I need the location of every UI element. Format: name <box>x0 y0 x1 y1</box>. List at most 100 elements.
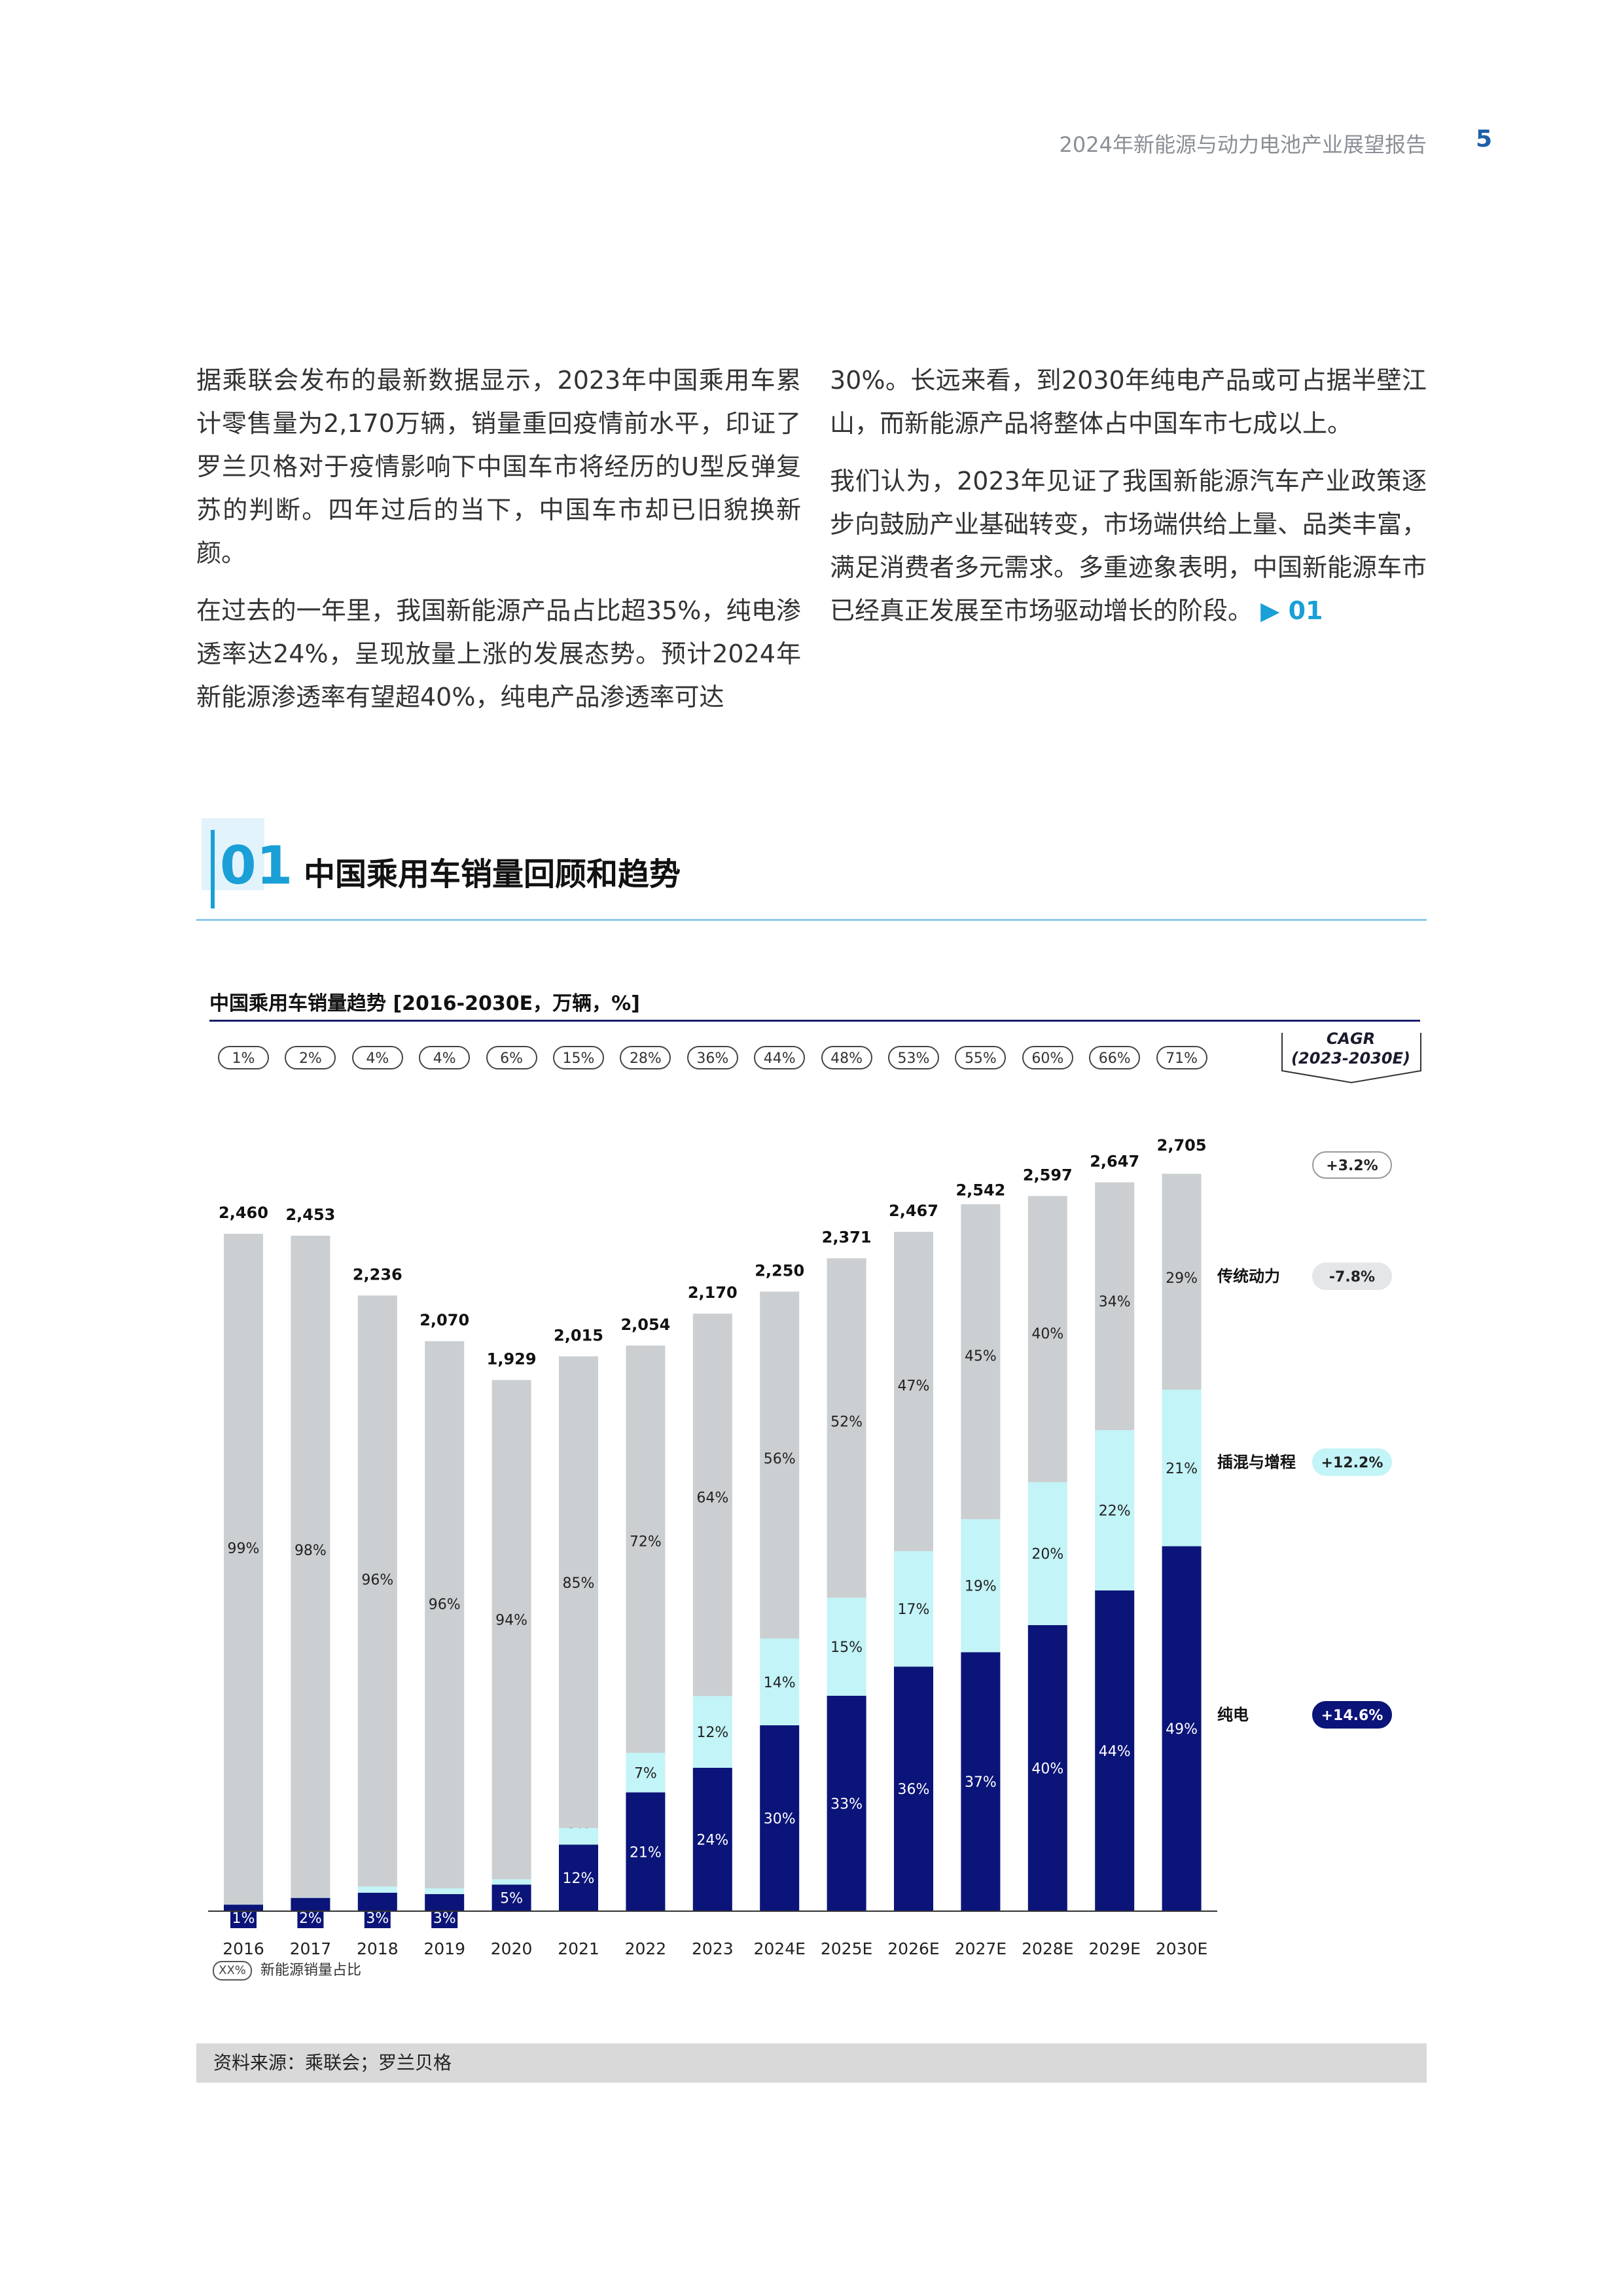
legend-pill: XX% <box>213 1961 252 1981</box>
cagr-pill <box>1312 1448 1392 1476</box>
data-label-background <box>230 1910 257 1928</box>
paragraph: 在过去的一年里，我国新能源产品占比超35%，纯电渗透率达24%，呈现放量上涨的发… <box>196 596 801 711</box>
series-label: 纯电 <box>1217 1706 1249 1724</box>
cagr-value: +3.2% <box>1326 1158 1378 1174</box>
data-label: 98% <box>294 1543 327 1559</box>
data-label: 12% <box>696 1725 728 1741</box>
bar-segment-phev <box>291 1897 330 1898</box>
total-label: 2,542 <box>955 1181 1005 1200</box>
data-label: 94% <box>495 1613 527 1629</box>
bar-segment-ice <box>961 1204 1001 1520</box>
section-reference-link[interactable]: ▶ 01 <box>1260 596 1323 625</box>
data-label: 21% <box>630 1844 662 1861</box>
data-label: 14% <box>764 1675 796 1691</box>
data-label: 29% <box>1166 1270 1198 1287</box>
data-label: 21% <box>1166 1461 1198 1477</box>
data-label: 17% <box>898 1602 930 1618</box>
bar-segment-bev <box>760 1725 800 1911</box>
data-label: 99% <box>228 1541 260 1557</box>
legend-text: 新能源销量占比 <box>260 1962 362 1979</box>
nev-share-pill: 66% <box>1089 1046 1141 1069</box>
page-number: 5 <box>1475 126 1492 152</box>
bar-segment-bev <box>425 1893 465 1911</box>
nev-share-pill: 6% <box>486 1046 537 1069</box>
data-label: 22% <box>1099 1503 1131 1520</box>
bar-segment-ice <box>1162 1174 1202 1390</box>
x-tick-label: 2021 <box>558 1939 599 1958</box>
nev-share-pill: 44% <box>754 1046 806 1069</box>
paragraph: 30%。长远来看，到2030年纯电产品或可占据半壁江山，而新能源产品将整体占中国… <box>830 366 1427 438</box>
bar-segment-bev <box>559 1844 598 1911</box>
bar-segment-phev <box>961 1519 1001 1653</box>
paragraph: 据乘联会发布的最新数据显示，2023年中国乘用车累计零售量为2,170万辆，销量… <box>196 366 801 567</box>
nev-share-pill: 55% <box>955 1046 1007 1069</box>
bar-segment-ice <box>692 1314 732 1696</box>
data-label: 19% <box>965 1579 997 1595</box>
data-label: 2% <box>299 1910 322 1927</box>
paragraph-text: 我们认为，2023年见证了我国新能源汽车产业政策逐步向鼓励产业基础转变，市场端供… <box>830 467 1427 625</box>
bar-segment-phev <box>894 1551 933 1667</box>
data-label: 3% <box>366 1910 389 1927</box>
nev-share-pill: 4% <box>351 1046 403 1069</box>
total-label: 2,453 <box>285 1206 335 1224</box>
total-label: 2,705 <box>1157 1136 1207 1155</box>
x-tick-label: 2016 <box>223 1939 264 1958</box>
data-label: 72% <box>630 1534 662 1551</box>
cagr-header-line1: CAGR <box>1326 1030 1376 1048</box>
bar-segment-phev <box>827 1598 866 1696</box>
data-label: 34% <box>1099 1294 1131 1310</box>
nev-share-pill: 1% <box>218 1046 269 1069</box>
chart-title-rule <box>209 1020 1420 1022</box>
cagr-value: +14.6% <box>1321 1708 1383 1724</box>
nev-share-pill: 28% <box>620 1046 671 1069</box>
data-label-background <box>431 1910 458 1928</box>
bar-segment-ice <box>491 1380 531 1880</box>
x-tick-label: 2020 <box>491 1939 533 1958</box>
x-tick-label: 2022 <box>625 1939 667 1958</box>
chart-title: 中国乘用车销量趋势 [2016-2030E，万辆，%] <box>209 992 640 1015</box>
cagr-pill <box>1312 1151 1392 1179</box>
total-label: 2,170 <box>688 1283 738 1302</box>
x-tick-label: 2023 <box>692 1939 734 1958</box>
bar-segment-bev <box>1027 1624 1067 1911</box>
bar-segment-ice <box>760 1291 800 1639</box>
data-label: 96% <box>429 1596 461 1613</box>
data-label: 15% <box>830 1640 863 1656</box>
bar-segment-bev <box>224 1904 263 1911</box>
data-label: 52% <box>830 1414 863 1430</box>
bar-segment-bev <box>626 1792 666 1911</box>
nev-share-pill: 71% <box>1156 1046 1207 1069</box>
section-accent-bar <box>211 830 215 908</box>
data-label: 49% <box>1166 1721 1198 1738</box>
x-tick-label: 2028E <box>1022 1939 1073 1958</box>
cagr-pill <box>1312 1263 1392 1290</box>
bar-segment-phev <box>692 1696 732 1768</box>
data-label: 3% <box>433 1910 456 1927</box>
data-label: 1% <box>232 1910 255 1927</box>
x-tick-label: 2027E <box>955 1939 1007 1958</box>
data-label: 40% <box>1031 1326 1063 1342</box>
data-label: 45% <box>965 1348 997 1365</box>
total-label: 2,460 <box>219 1204 268 1222</box>
total-label: 1,929 <box>487 1350 537 1368</box>
bar-segment-phev <box>425 1888 465 1894</box>
x-tick-label: 2029E <box>1088 1939 1140 1958</box>
total-label: 2,597 <box>1023 1166 1073 1184</box>
bar-segment-phev <box>626 1753 666 1793</box>
data-label: 20% <box>1031 1547 1063 1563</box>
nev-share-pill: 2% <box>285 1046 336 1069</box>
bar-segment-bev <box>491 1884 531 1911</box>
header-title: 2024年新能源与动力电池产业展望报告 <box>1059 132 1427 157</box>
bar-segment-phev <box>1162 1390 1202 1547</box>
x-tick-label: 2018 <box>357 1939 399 1958</box>
data-label-background <box>297 1910 324 1928</box>
data-label: 47% <box>898 1378 930 1394</box>
nev-share-pill: 53% <box>888 1046 939 1069</box>
bar-segment-bev <box>692 1767 732 1911</box>
cagr-value: -7.8% <box>1329 1269 1375 1285</box>
data-label: 7% <box>634 1765 657 1782</box>
total-label: 2,647 <box>1090 1152 1139 1170</box>
data-label: 44% <box>1099 1744 1131 1760</box>
bar-segment-phev <box>1027 1482 1067 1625</box>
data-label: 40% <box>1031 1761 1063 1777</box>
